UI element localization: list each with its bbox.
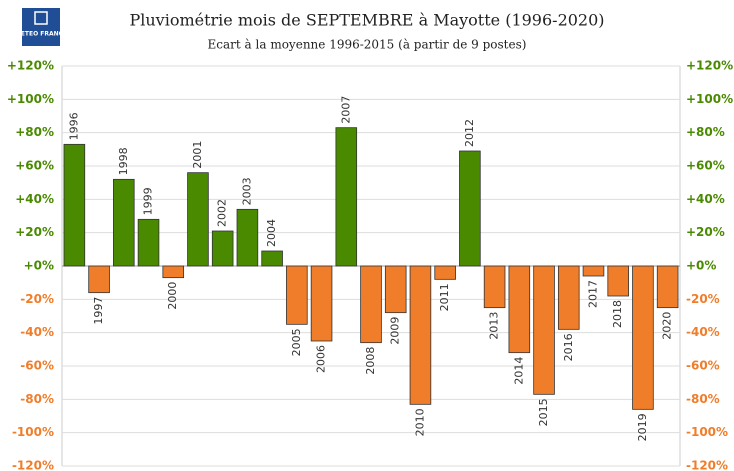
bar (483, 265, 506, 309)
y-tick-label: +60% (15, 159, 54, 173)
y-tick-label: +40% (15, 192, 54, 206)
bar (360, 265, 382, 344)
year-label: 2020 (661, 312, 674, 340)
year-label: 2002 (216, 199, 229, 227)
bar (88, 265, 110, 294)
bar (557, 265, 580, 330)
y2-tick-label: -80% (686, 392, 720, 406)
year-label: 2017 (586, 280, 599, 308)
bar (607, 265, 629, 297)
year-label: 1998 (117, 147, 130, 175)
year-label: 2004 (265, 219, 278, 247)
bar (211, 230, 234, 267)
logo-icon (34, 11, 48, 25)
y2-tick-label: -60% (686, 359, 720, 373)
year-label: 2008 (364, 347, 377, 375)
logo-text: METEO FRANCE (15, 31, 67, 38)
y2-tick-label: -40% (686, 325, 720, 339)
year-label: 2007 (339, 96, 352, 124)
year-label: 2016 (562, 333, 575, 361)
bar (533, 265, 555, 395)
bar (286, 265, 308, 325)
year-label: 1996 (67, 112, 80, 140)
y-tick-label: +80% (15, 125, 54, 139)
year-label: 2011 (438, 283, 451, 311)
y-tick-label: -20% (20, 292, 54, 306)
bar (335, 127, 358, 267)
year-label: 2000 (166, 282, 179, 310)
bar (113, 178, 135, 267)
y-tick-label: -100% (12, 425, 54, 439)
bar (582, 265, 605, 277)
bar (459, 150, 481, 267)
year-label: 2018 (611, 300, 624, 328)
y-tick-label: +100% (7, 92, 54, 106)
year-label: 2009 (389, 317, 402, 345)
bar (63, 143, 86, 267)
y2-tick-label: -120% (686, 459, 728, 471)
year-label: 2003 (240, 177, 253, 205)
bar (162, 265, 185, 279)
year-label: 2010 (413, 408, 426, 436)
bar (409, 265, 432, 405)
bar (187, 172, 209, 267)
year-label: 2013 (488, 312, 501, 340)
y-tick-label: -80% (20, 392, 54, 406)
y2-tick-label: -100% (686, 425, 728, 439)
y-tick-label: -40% (20, 325, 54, 339)
year-label: 2005 (290, 328, 303, 356)
y-tick-label: -60% (20, 359, 54, 373)
y2-tick-label: +0% (686, 259, 716, 273)
bar (384, 265, 407, 314)
bar (508, 265, 531, 354)
year-label: 2012 (463, 119, 476, 147)
bar (434, 265, 456, 280)
y2-tick-label: +20% (686, 225, 725, 239)
year-label: 2014 (512, 357, 525, 385)
bar (310, 265, 333, 342)
year-label: 2019 (636, 413, 649, 441)
y2-tick-label: +80% (686, 125, 725, 139)
y-tick-label: +0% (24, 259, 54, 273)
year-label: 2015 (537, 398, 550, 426)
year-label: 1997 (92, 297, 105, 325)
year-label: 2001 (191, 141, 204, 169)
y2-tick-label: +60% (686, 159, 725, 173)
year-label: 1999 (142, 187, 155, 215)
y2-tick-label: +40% (686, 192, 725, 206)
bar (261, 250, 283, 267)
logo-box (22, 8, 60, 46)
bar (656, 265, 679, 309)
y-tick-label: +120% (7, 59, 54, 73)
y2-tick-label: +120% (686, 59, 733, 73)
y-tick-label: -120% (12, 459, 54, 471)
chart-subtitle: Ecart à la moyenne 1996-2015 (à partir d… (208, 38, 527, 52)
bar (632, 265, 654, 410)
bar (137, 218, 160, 267)
bar (236, 208, 259, 267)
year-label: 2006 (315, 345, 328, 373)
y2-tick-label: -20% (686, 292, 720, 306)
chart-title: Pluviométrie mois de SEPTEMBRE à Mayotte… (129, 11, 604, 30)
y2-tick-label: +100% (686, 92, 733, 106)
y-tick-label: +20% (15, 225, 54, 239)
